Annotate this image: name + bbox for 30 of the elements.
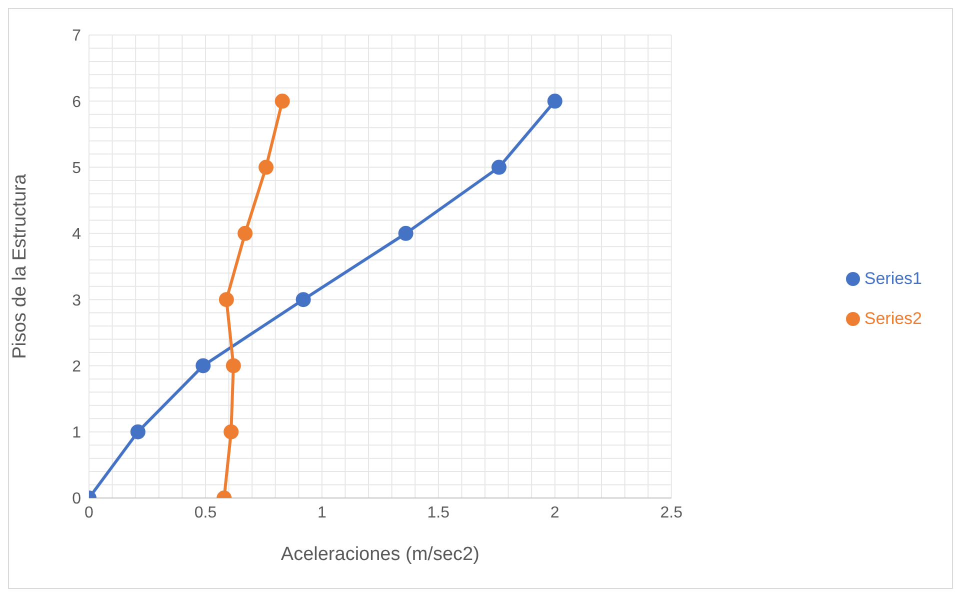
- x-tick-label: 1: [317, 504, 326, 522]
- x-axis-title: Aceleraciones (m/sec2): [280, 544, 480, 565]
- y-tick-label: 1: [72, 424, 82, 442]
- y-axis-title: Pisos de la Estructura: [10, 174, 31, 359]
- y-tick-label: 0: [72, 490, 82, 508]
- point: [296, 292, 311, 308]
- y-tick-label: 7: [72, 28, 82, 45]
- x-tick-label: 0: [84, 504, 94, 522]
- point: [196, 358, 211, 374]
- y-tick-label: 3: [72, 292, 82, 310]
- point: [224, 424, 239, 440]
- point: [274, 94, 290, 109]
- x-tick-label: 0.5: [194, 504, 217, 522]
- point: [547, 94, 562, 109]
- point: [238, 226, 253, 241]
- point: [218, 292, 234, 308]
- legend-label: Series1: [864, 268, 922, 288]
- y-tick-label: 6: [72, 94, 82, 111]
- x-tick-label: 2.5: [660, 504, 683, 522]
- point: [398, 226, 414, 241]
- point: [491, 160, 506, 175]
- point: [226, 358, 241, 374]
- point: [258, 160, 274, 175]
- x-tick-label: 1.5: [427, 504, 450, 522]
- y-tick-label: 4: [72, 226, 82, 244]
- legend-label: Series2: [864, 308, 922, 328]
- y-tick-label: 5: [72, 160, 82, 177]
- y-tick-label: 2: [72, 358, 82, 376]
- point: [130, 424, 146, 440]
- x-tick-label: 2: [550, 504, 560, 522]
